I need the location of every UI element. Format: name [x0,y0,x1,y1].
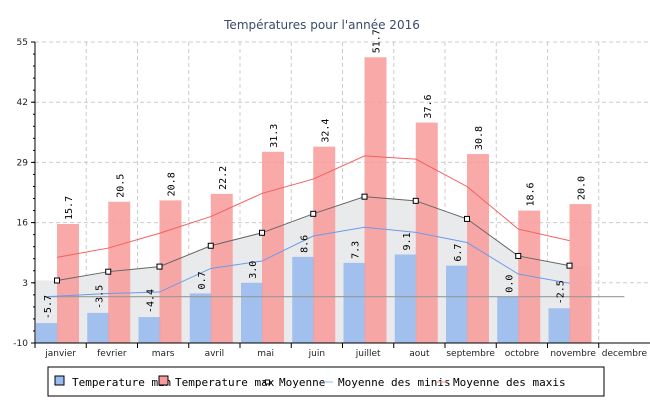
legend-label-moyenne: Moyenne [279,376,325,389]
bar-max-label: 20.5 [115,174,126,198]
moyenne-point [464,215,470,222]
bar-min-label: -2.5 [556,280,567,304]
y-tick-label: 29 [17,158,29,168]
x-tick-label: fevrier [97,349,127,359]
bar-min [343,262,366,343]
moyenne-point [361,193,368,200]
bar-max [518,210,541,343]
bar-min-label: 8.6 [299,235,310,253]
bar-min-label: 7.3 [351,241,362,259]
bar-min [446,265,468,343]
moyenne-point [156,263,163,270]
y-tick-label: 55 [17,38,28,48]
x-tick-label: aout [409,349,430,359]
bar-min-label: 0.0 [504,275,515,293]
moyenne-point [207,242,214,249]
bar-max-label: 32.4 [320,119,331,143]
bar-max [159,200,182,343]
legend-label-min: Temperature min [72,376,171,389]
legend-label-minis: Moyenne des minis [338,376,451,389]
moyenne-point [515,252,522,259]
moyenne-point [566,262,573,269]
bar-min [241,282,263,343]
x-tick-label: avril [205,349,225,359]
bar-max [569,204,592,343]
moyenne-point [259,229,265,236]
legend-marker-moyenne [265,379,270,385]
bar-min-label: -4.4 [146,289,157,313]
bar-min-label: 6.7 [453,244,464,262]
bar-max-label: 30.8 [474,126,485,150]
x-tick-label: mai [257,349,274,359]
bar-min-label: 0.7 [197,271,208,289]
moyenne-point [54,277,60,284]
bar-max-label: 18.6 [525,182,536,206]
bar-min [189,293,212,343]
y-tick-label: 42 [17,98,28,108]
bar-min [36,323,58,343]
bar-max-label: 37.6 [423,94,434,118]
y-tick-label: 3 [22,279,28,289]
moyenne-point [412,197,419,204]
x-tick-label: janvier [44,349,76,359]
bar-min [394,254,417,343]
bar-min-label: -5.7 [43,295,54,319]
x-tick-label: juillet [355,349,381,359]
bar-max [467,154,489,343]
bar-min [87,312,110,343]
bar-max [313,146,336,343]
bar-max-label: 20.0 [577,176,588,200]
bar-max [57,223,79,343]
bar-min [292,256,315,343]
bar-min [497,296,520,343]
x-tick-label: septembre [446,349,495,359]
moyenne-maxis-line [56,155,570,258]
bar-min-label: -3.5 [94,285,105,309]
moyenne-point [105,268,112,275]
chart-title: Températures pour l'année 2016 [223,18,420,32]
x-tick-label: novembre [550,349,596,359]
x-tick-label: decembre [602,349,648,359]
bar-min [548,308,571,343]
bar-max [415,122,438,344]
legend-label-maxis: Moyenne des maxis [453,376,566,389]
y-tick-label: 16 [17,219,29,229]
bar-max [108,201,131,343]
legend-label-max: Temperature max [175,376,275,389]
moyenne-point [310,210,317,217]
bar-max [210,193,233,343]
bar-max-label: 51.7 [372,29,383,53]
bar-min-label: 3.0 [248,261,259,279]
legend-swatch-max [158,375,169,386]
y-tick-label: -10 [13,339,28,349]
bar-max [364,57,387,343]
x-tick-label: juin [308,349,325,359]
bar-max-label: 20.8 [167,172,178,196]
bar-max-label: 15.7 [64,196,75,220]
x-tick-label: mars [152,349,175,359]
legend-swatch-min [54,375,65,386]
bar-max-label: 22.2 [218,166,229,190]
bar-max [262,151,284,343]
bar-max-label: 31.3 [269,124,280,148]
moyenne-minis-line [44,226,570,298]
bar-min [138,317,161,343]
bar-min-label: 9.1 [402,232,413,250]
legend: Temperature min Temperature max Moyenne Moy… [47,366,605,397]
x-tick-label: octobre [505,349,540,359]
